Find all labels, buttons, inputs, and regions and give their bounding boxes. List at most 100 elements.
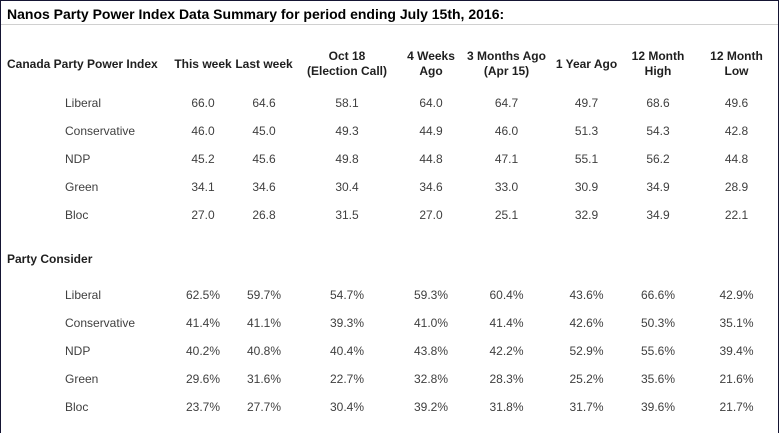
party-label: NDP — [65, 152, 91, 166]
value-cell: 49.8 — [335, 152, 359, 166]
value-cell: 55.6% — [640, 344, 676, 358]
value-cell: 44.8 — [724, 152, 749, 166]
value-cell: 42.6% — [569, 316, 604, 330]
value-cell: 30.4% — [329, 400, 365, 414]
party-label: Liberal — [65, 96, 102, 110]
table-row-consider-bloc: Bloc 23.7% 27.7% 30.4% 39.2% 31.8% 31.7%… — [1, 393, 778, 421]
value-cell: 35.6% — [640, 372, 676, 386]
value-cell: 64.6 — [252, 96, 276, 110]
value-cell: 40.2% — [185, 344, 221, 358]
value-cell: 26.8 — [252, 208, 276, 222]
value-cell: 31.7% — [569, 400, 604, 414]
column-header-1-year-ago: 1 Year Ago — [555, 56, 618, 71]
column-header-oct-18: Oct 18 (Election Call) — [306, 49, 387, 78]
party-label: Green — [65, 372, 99, 386]
value-cell: 29.6% — [185, 372, 221, 386]
value-cell: 28.9 — [724, 180, 749, 194]
party-label: Conservative — [65, 316, 136, 330]
value-cell: 58.1 — [335, 96, 359, 110]
table-row-consider-green: Green 29.6% 31.6% 22.7% 32.8% 28.3% 25.2… — [1, 365, 778, 393]
value-cell: 68.6 — [646, 96, 670, 110]
party-power-index-table: Canada Party Power Index This week Last … — [1, 25, 778, 421]
value-cell: 46.0 — [494, 124, 519, 138]
value-cell: 59.3% — [413, 288, 449, 302]
table-row-consider-ndp: NDP 40.2% 40.8% 40.4% 43.8% 42.2% 52.9% … — [1, 337, 778, 365]
party-label: Bloc — [65, 208, 89, 222]
value-cell: 34.6 — [419, 180, 443, 194]
value-cell: 46.0 — [191, 124, 215, 138]
value-cell: 41.0% — [413, 316, 449, 330]
column-header-12-month-low: 12 Month Low — [710, 49, 763, 78]
value-cell: 28.3% — [489, 372, 524, 386]
value-cell: 45.0 — [252, 124, 276, 138]
value-cell: 40.4% — [329, 344, 365, 358]
value-cell: 66.6% — [640, 288, 676, 302]
table-row-power-liberal: Liberal 66.0 64.6 58.1 64.0 64.7 49.7 68… — [1, 89, 778, 117]
value-cell: 40.8% — [246, 344, 282, 358]
party-label: Liberal — [65, 288, 102, 302]
value-cell: 25.1 — [494, 208, 519, 222]
value-cell: 21.6% — [719, 372, 754, 386]
section-header-party-consider: Party Consider — [1, 245, 778, 273]
value-cell: 54.7% — [329, 288, 365, 302]
value-cell: 34.9 — [646, 208, 670, 222]
column-header-last-week: Last week — [235, 56, 293, 71]
value-cell: 33.0 — [494, 180, 519, 194]
value-cell: 54.3 — [646, 124, 670, 138]
value-cell: 45.6 — [252, 152, 276, 166]
value-cell: 39.4% — [719, 344, 754, 358]
value-cell: 50.3% — [640, 316, 676, 330]
value-cell: 64.7 — [494, 96, 519, 110]
value-cell: 64.0 — [419, 96, 443, 110]
value-cell: 49.7 — [574, 96, 599, 110]
value-cell: 49.3 — [335, 124, 359, 138]
value-cell: 31.5 — [335, 208, 359, 222]
value-cell: 41.4% — [489, 316, 524, 330]
value-cell: 23.7% — [185, 400, 221, 414]
column-header-4-weeks-ago: 4 Weeks Ago — [407, 49, 455, 78]
value-cell: 60.4% — [489, 288, 524, 302]
value-cell: 47.1 — [494, 152, 519, 166]
column-header-3-months-ago: 3 Months Ago (Apr 15) — [467, 49, 546, 78]
table-row-consider-liberal: Liberal 62.5% 59.7% 54.7% 59.3% 60.4% 43… — [1, 281, 778, 309]
value-cell: 42.8 — [724, 124, 749, 138]
value-cell: 39.2% — [413, 400, 449, 414]
value-cell: 44.9 — [419, 124, 443, 138]
column-header-12-month-high: 12 Month High — [631, 49, 685, 78]
value-cell: 45.2 — [191, 152, 215, 166]
value-cell: 41.1% — [246, 316, 282, 330]
value-cell: 22.7% — [329, 372, 365, 386]
column-header-index: Canada Party Power Index — [7, 56, 158, 71]
value-cell: 42.2% — [489, 344, 524, 358]
value-cell: 27.0 — [419, 208, 443, 222]
page-title: Nanos Party Power Index Data Summary for… — [1, 1, 778, 25]
party-label: Green — [65, 180, 99, 194]
party-label: Conservative — [65, 124, 136, 138]
value-cell: 49.6 — [724, 96, 749, 110]
table-row-power-ndp: NDP 45.2 45.6 49.8 44.8 47.1 55.1 56.2 4… — [1, 145, 778, 173]
value-cell: 39.3% — [329, 316, 365, 330]
value-cell: 32.9 — [574, 208, 599, 222]
value-cell: 42.9% — [719, 288, 754, 302]
value-cell: 43.6% — [569, 288, 604, 302]
table-row-power-conservative: Conservative 46.0 45.0 49.3 44.9 46.0 51… — [1, 117, 778, 145]
table-row-power-bloc: Bloc 27.0 26.8 31.5 27.0 25.1 32.9 34.9 … — [1, 201, 778, 229]
value-cell: 34.6 — [252, 180, 276, 194]
value-cell: 34.1 — [191, 180, 215, 194]
value-cell: 21.7% — [719, 400, 754, 414]
value-cell: 51.3 — [574, 124, 599, 138]
value-cell: 59.7% — [246, 288, 282, 302]
section-spacer — [1, 229, 778, 245]
party-label: Bloc — [65, 400, 89, 414]
value-cell: 30.4 — [335, 180, 359, 194]
value-cell: 39.6% — [640, 400, 676, 414]
value-cell: 55.1 — [574, 152, 599, 166]
header-row: Canada Party Power Index This week Last … — [1, 25, 778, 89]
table-row-consider-conservative: Conservative 41.4% 41.1% 39.3% 41.0% 41.… — [1, 309, 778, 337]
value-cell: 31.6% — [246, 372, 282, 386]
value-cell: 66.0 — [191, 96, 215, 110]
column-header-this-week: This week — [174, 56, 232, 71]
value-cell: 25.2% — [569, 372, 604, 386]
value-cell: 27.0 — [191, 208, 215, 222]
